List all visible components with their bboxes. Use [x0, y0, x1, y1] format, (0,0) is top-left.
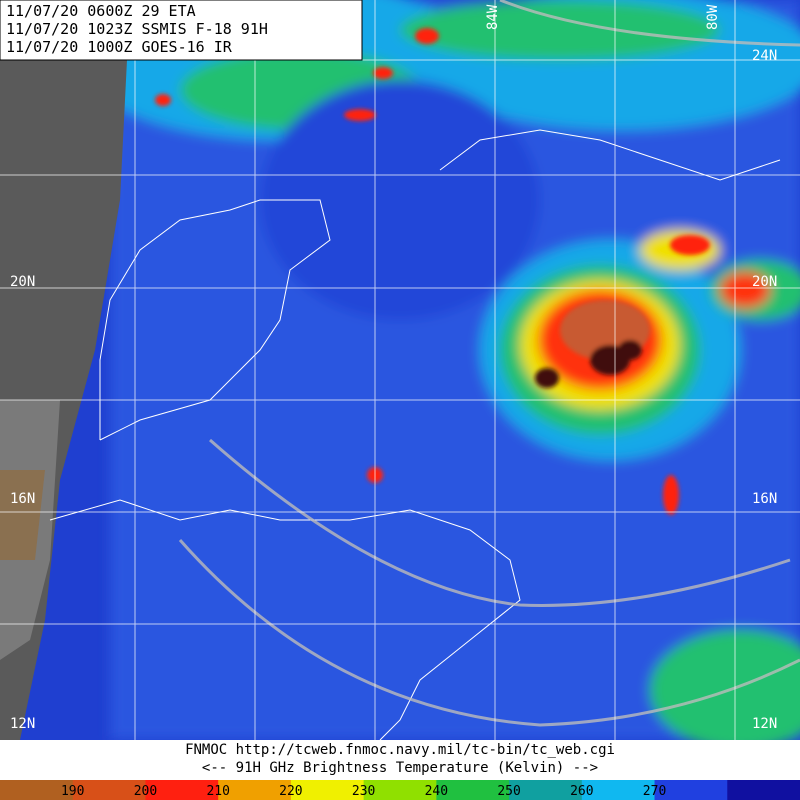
colorbar-segment	[363, 780, 437, 800]
footer-caption: <-- 91H GHz Brightness Temperature (Kelv…	[202, 760, 598, 776]
colorbar: 190 200 210 220 230 240 250 260 270	[0, 780, 800, 800]
colorbar-label: 240	[425, 784, 448, 799]
colorbar-segment	[218, 780, 292, 800]
colorbar-segment	[654, 780, 728, 800]
colorbar-label: 210	[206, 784, 229, 799]
colorbar-label: 260	[570, 784, 593, 799]
coastlines	[49, 129, 781, 741]
colorbar-segment	[509, 780, 583, 800]
header: 11/07/20 0600Z 29 ETA 11/07/20 1023Z SSM…	[0, 0, 363, 61]
colorbar-segment	[72, 780, 146, 800]
colorbar-segment	[145, 780, 219, 800]
lon-label: 80W	[705, 4, 721, 30]
imagery	[0, 0, 800, 750]
colorbar-segment	[581, 780, 656, 800]
colorbar-segment	[436, 780, 510, 800]
colorbar-label: 220	[279, 784, 302, 799]
colorbar-segment	[290, 780, 365, 800]
lon-label: 84W	[485, 4, 501, 30]
colorbar-label: 250	[497, 784, 520, 799]
lat-label: 20N	[10, 274, 35, 290]
lat-label: 16N	[10, 491, 35, 507]
grid-labels: 84W 80W 20N 16N 12N 24N 20N 16N 12N	[10, 4, 777, 732]
colorbar-label: 270	[643, 784, 666, 799]
footer-source: FNMOC http://tcweb.fnmoc.navy.mil/tc-bin…	[185, 742, 615, 758]
header-line: 11/07/20 1000Z GOES-16 IR	[6, 38, 233, 56]
header-line: 11/07/20 0600Z 29 ETA	[6, 2, 196, 20]
colorbar-label: 230	[352, 784, 375, 799]
colorbar-label: 190	[61, 784, 84, 799]
colorbar-label: 200	[134, 784, 157, 799]
lat-label: 12N	[10, 716, 35, 732]
lat-label: 12N	[752, 716, 777, 732]
colorbar-segment	[727, 780, 800, 800]
lat-label: 20N	[752, 274, 777, 290]
lat-label: 16N	[752, 491, 777, 507]
header-line: 11/07/20 1023Z SSMIS F-18 91H	[6, 20, 268, 38]
footer: FNMOC http://tcweb.fnmoc.navy.mil/tc-bin…	[0, 740, 800, 780]
colorbar-segment	[0, 780, 74, 800]
lat-label: 24N	[752, 48, 777, 64]
